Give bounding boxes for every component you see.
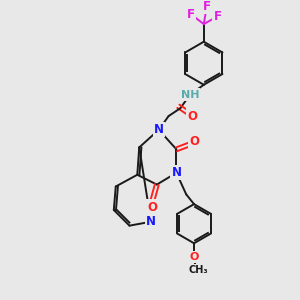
Text: O: O (189, 135, 199, 148)
Text: N: N (146, 215, 156, 228)
Text: O: O (189, 252, 199, 262)
Text: O: O (187, 110, 197, 123)
Text: CH₃: CH₃ (188, 265, 208, 275)
Text: O: O (147, 201, 157, 214)
Text: N: N (171, 166, 182, 179)
Text: F: F (214, 10, 221, 23)
Text: F: F (203, 0, 211, 13)
Text: N: N (154, 123, 164, 136)
Text: F: F (187, 8, 195, 21)
Text: NH: NH (181, 89, 200, 100)
